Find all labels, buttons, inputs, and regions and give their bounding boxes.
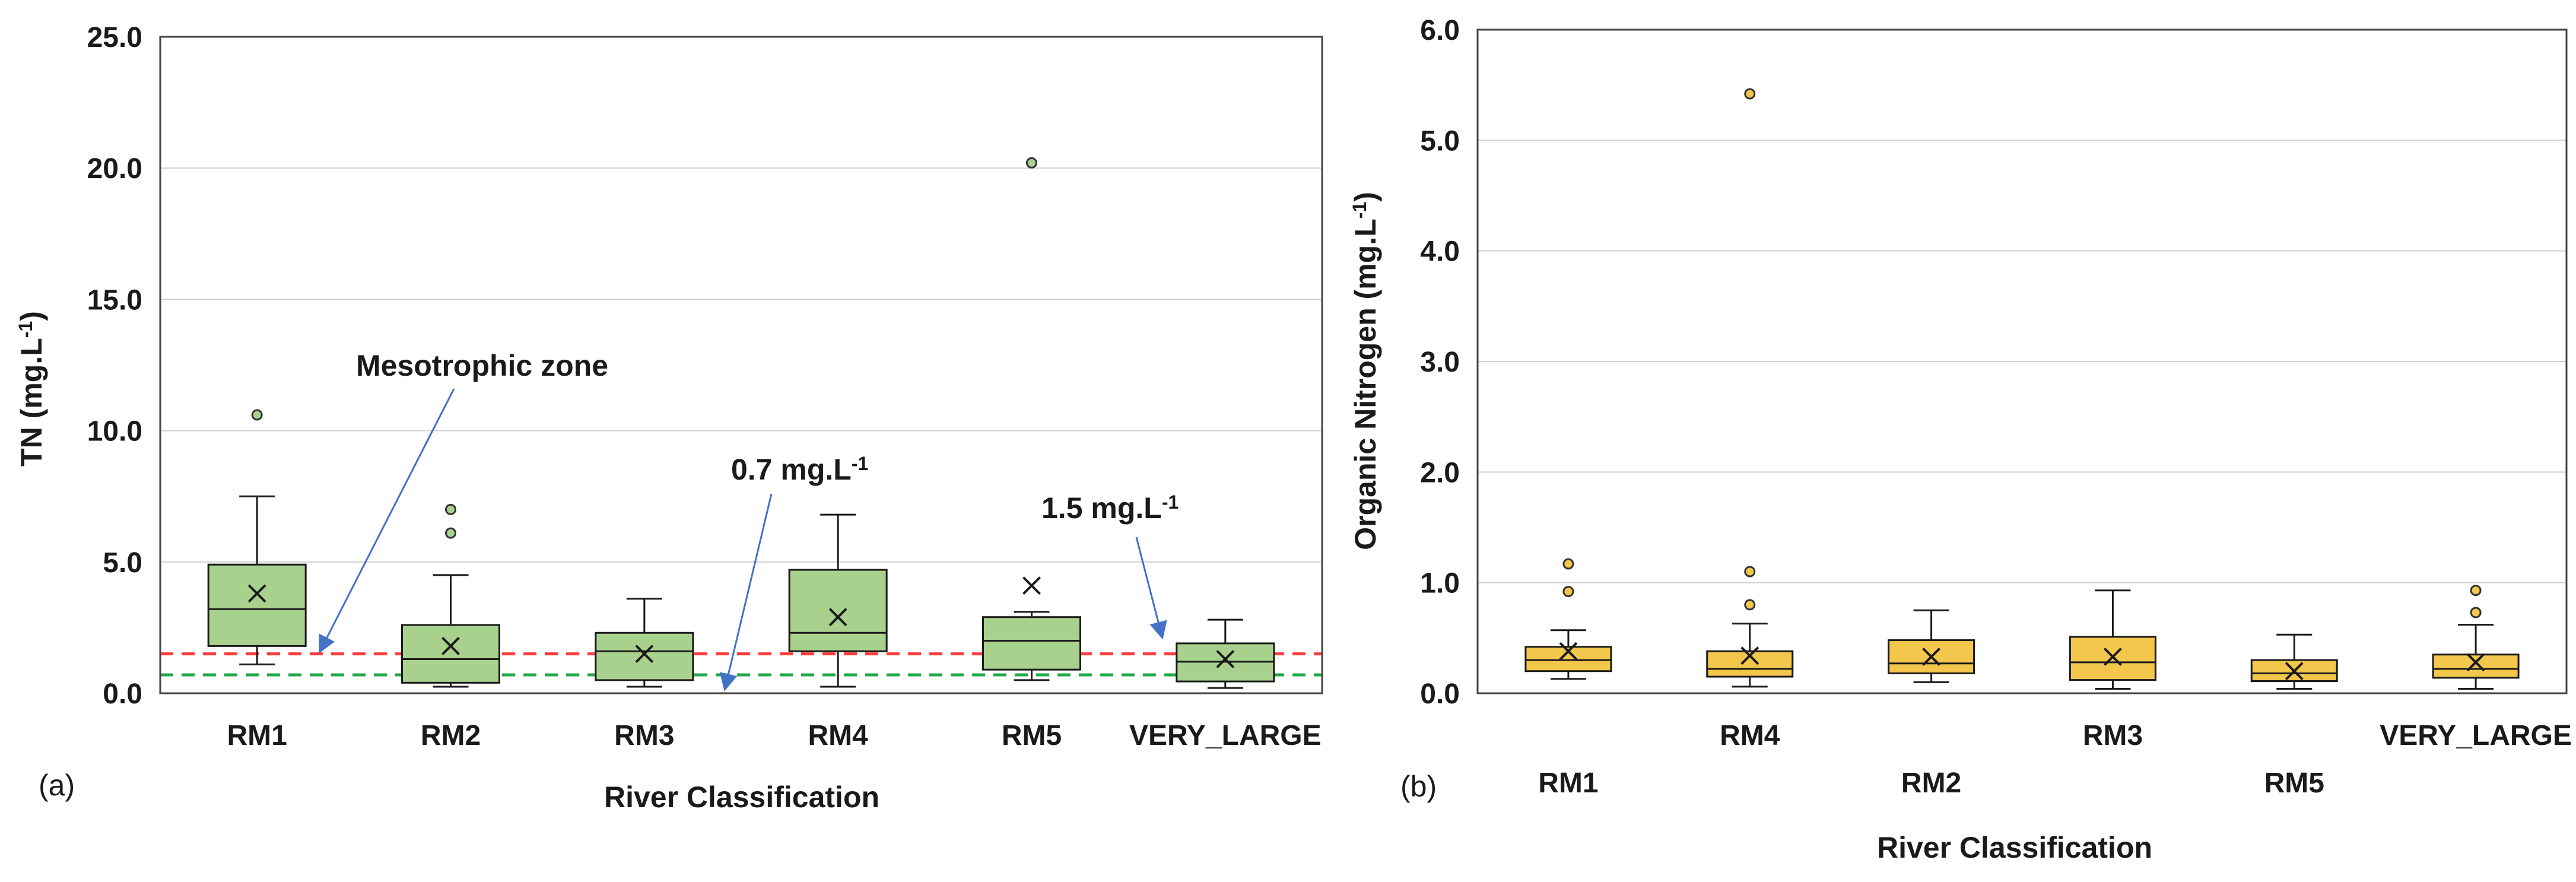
y-tick-labels: 0.0 5.0 10.0 15.0 20.0 25.0 xyxy=(87,22,142,710)
chart-panel-a: 0.0 5.0 10.0 15.0 20.0 25.0 RM1 RM2 RM3 RM4 RM5 VE… xyxy=(15,22,1323,814)
outlier-point xyxy=(1744,599,1756,611)
y-tick-label: 3.0 xyxy=(1420,347,1460,378)
box-rm4 xyxy=(788,513,888,688)
annotation-mesotrophic-zone: Mesotrophic zone xyxy=(356,349,608,382)
box-very_large xyxy=(2432,585,2520,690)
y-tick-labels: 0.0 1.0 2.0 3.0 4.0 5.0 6.0 xyxy=(1420,15,1460,710)
box-rm2 xyxy=(401,503,500,688)
x-category-label: RM3 xyxy=(614,720,674,751)
y-tick-label: 1.0 xyxy=(1420,568,1460,599)
panel-label: (b) xyxy=(1400,770,1437,803)
outlier-point xyxy=(251,409,263,421)
y-tick-label: 6.0 xyxy=(1420,15,1460,46)
x-axis-label: River Classification xyxy=(1877,831,2152,864)
annotations: Mesotrophic zone 0.7 mg.L-1 1.5 mg.L-1 xyxy=(319,349,1179,691)
box-rm4 xyxy=(1706,88,1794,688)
x-category-label: VERY_LARGE xyxy=(1129,720,1322,751)
x-category-labels: RM1 RM2 RM3 RM4 RM5 VERY_LARGE xyxy=(227,720,1321,751)
y-tick-label: 2.0 xyxy=(1420,457,1460,488)
box-rm5 xyxy=(2250,633,2338,690)
plot-frame xyxy=(1476,28,2568,694)
y-tick-label: 20.0 xyxy=(87,153,142,185)
box-iqr xyxy=(595,632,694,681)
box-iqr xyxy=(2432,653,2520,679)
mean-marker xyxy=(1022,576,1041,595)
annotation-arrow xyxy=(319,388,455,653)
mean-marker xyxy=(1216,650,1235,668)
mean-marker xyxy=(635,645,654,664)
outlier-point xyxy=(1562,586,1574,598)
box-rm1 xyxy=(1524,558,1612,680)
box-rm5 xyxy=(982,157,1081,681)
mean-marker xyxy=(828,608,847,627)
chart-panel-b: 0.0 1.0 2.0 3.0 4.0 5.0 6.0 RM1 RM4 RM2 RM3 RM5 VER… xyxy=(1349,15,2572,864)
x-category-label: RM2 xyxy=(1901,767,1961,799)
x-category-label: RM2 xyxy=(421,720,481,751)
y-tick-label: 25.0 xyxy=(87,22,142,53)
outlier-point xyxy=(1744,566,1756,578)
mean-marker xyxy=(2285,662,2304,681)
mean-marker xyxy=(247,584,266,603)
y-tick-label: 0.0 xyxy=(1420,678,1460,710)
box-iqr xyxy=(401,624,500,684)
mean-marker xyxy=(2466,653,2485,672)
x-axis-label: River Classification xyxy=(604,781,879,814)
outlier-point xyxy=(1026,157,1037,169)
annotation-arrow xyxy=(719,493,773,691)
y-tick-label: 0.0 xyxy=(103,678,142,710)
mean-marker xyxy=(1559,642,1578,661)
box-plots xyxy=(1524,88,2520,690)
annotation-1.5: 1.5 mg.L-1 xyxy=(1041,491,1179,525)
mean-marker xyxy=(1922,648,1940,666)
reference-lines xyxy=(160,652,1322,677)
y-axis-label: TN (mg.L-1) xyxy=(15,311,48,467)
x-category-label: RM1 xyxy=(227,720,287,751)
x-category-label: VERY_LARGE xyxy=(2380,720,2572,751)
y-axis-label: Organic Nitrogen (mg.L-1) xyxy=(1349,192,1382,550)
box-rm3 xyxy=(595,598,694,688)
outlier-point xyxy=(2470,585,2482,597)
outlier-point xyxy=(445,503,456,515)
y-tick-label: 5.0 xyxy=(103,547,142,579)
mean-marker xyxy=(441,636,460,655)
annotation-arrow xyxy=(1135,537,1167,640)
mean-marker xyxy=(1740,646,1759,665)
box-rm3 xyxy=(2069,589,2156,690)
plot-frame xyxy=(159,36,1323,694)
x-category-label: RM4 xyxy=(1720,720,1780,751)
x-category-label: RM3 xyxy=(2083,720,2143,751)
grid-lines xyxy=(160,36,1322,694)
mean-marker xyxy=(2104,648,2122,666)
annotation-0.7: 0.7 mg.L-1 xyxy=(731,453,868,486)
outlier-point xyxy=(1744,88,1756,100)
y-tick-label: 15.0 xyxy=(87,284,142,316)
outlier-point xyxy=(445,527,456,539)
x-category-label: RM5 xyxy=(1002,720,1062,751)
x-category-label: RM5 xyxy=(2264,767,2324,799)
x-category-label: RM1 xyxy=(1538,767,1598,799)
y-tick-label: 5.0 xyxy=(1420,125,1460,157)
y-tick-label: 10.0 xyxy=(87,416,142,448)
box-rm1 xyxy=(207,409,307,665)
box-iqr xyxy=(207,563,307,647)
grid-lines xyxy=(1478,29,2567,694)
panel-label: (a) xyxy=(39,769,75,802)
outlier-point xyxy=(1562,558,1574,570)
box-rm2 xyxy=(1888,609,1975,683)
box-iqr xyxy=(982,616,1081,671)
x-category-label: RM4 xyxy=(808,720,868,751)
box-plots xyxy=(207,157,1275,689)
x-category-labels: RM1 RM4 RM2 RM3 RM5 VERY_LARGE xyxy=(1538,720,2572,799)
box-very_large xyxy=(1176,618,1275,689)
outlier-point xyxy=(2470,607,2482,618)
box-iqr xyxy=(788,569,888,652)
y-tick-label: 4.0 xyxy=(1420,236,1460,268)
